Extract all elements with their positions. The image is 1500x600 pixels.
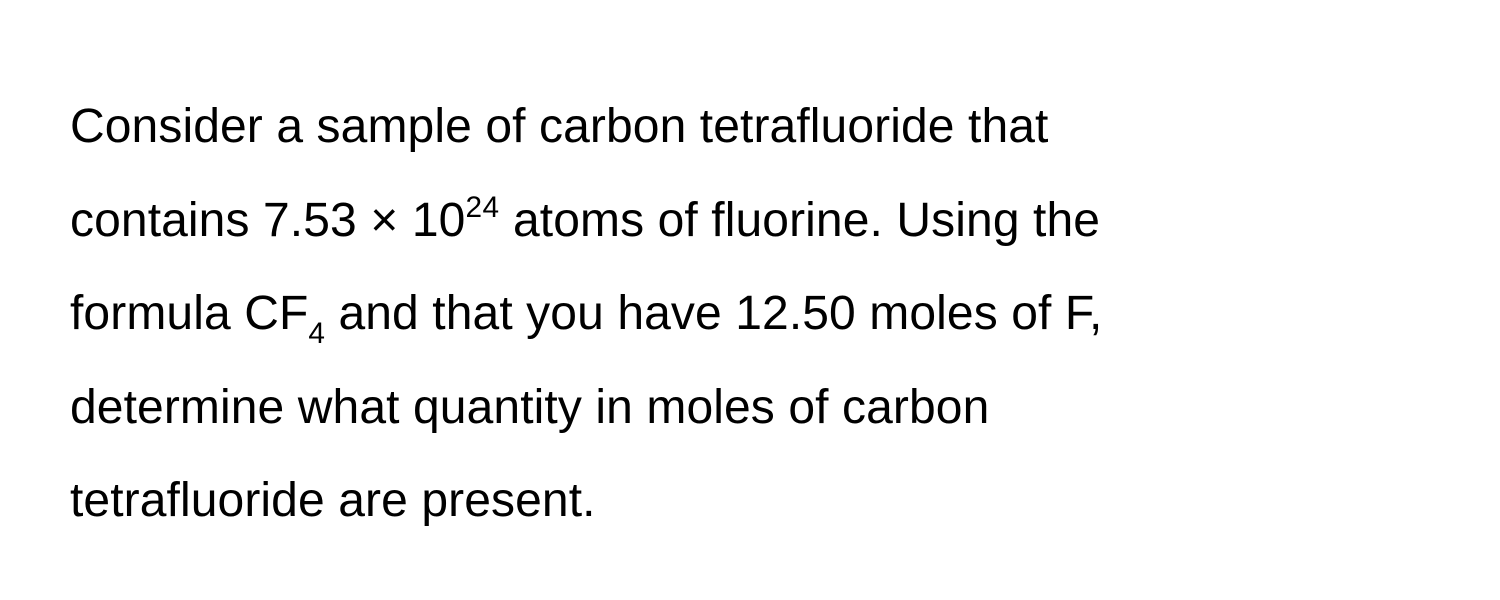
formula-subscript: 4 xyxy=(308,317,325,350)
space xyxy=(398,194,411,247)
question-page: Consider a sample of carbon tetrafluorid… xyxy=(0,0,1500,600)
line-1b: contains 7.53 xyxy=(70,194,370,247)
line-1a: Consider a sample of carbon tetrafluorid… xyxy=(70,100,1048,153)
line-1c: atoms of fluorine. Using the xyxy=(500,194,1101,247)
line-3: determine what quantity in moles of carb… xyxy=(70,381,989,434)
problem-statement: Consider a sample of carbon tetrafluorid… xyxy=(70,80,1430,548)
line-2b: and that you have 12.50 moles of F, xyxy=(325,287,1102,340)
line-4: tetrafluoride are present. xyxy=(70,474,596,527)
line-2a: formula CF xyxy=(70,287,308,340)
sci-exponent: 24 xyxy=(465,191,499,224)
sci-op: × xyxy=(370,194,398,247)
sci-base: 10 xyxy=(412,194,466,247)
